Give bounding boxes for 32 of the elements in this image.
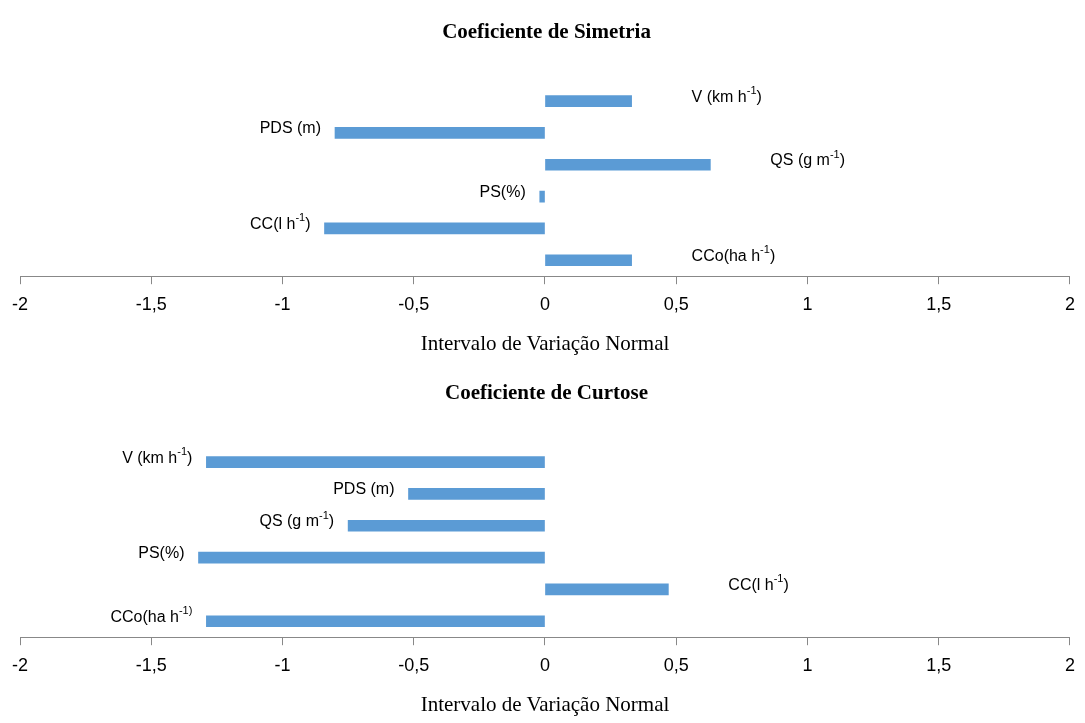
category-label: PS(%) xyxy=(138,544,185,562)
x-tick-label: 0,5 xyxy=(663,654,689,675)
x-tick-label: 2 xyxy=(1064,654,1075,675)
x-tick-label: -2 xyxy=(11,654,29,675)
bar xyxy=(334,127,545,139)
x-tick-label: 2 xyxy=(1064,293,1075,314)
bar xyxy=(545,254,632,267)
category-label: PDS (m) xyxy=(259,119,321,137)
x-axis-title: Intervalo de Variação Normal xyxy=(420,691,670,716)
x-tick-label: 1,5 xyxy=(926,293,952,314)
category-label: PDS (m) xyxy=(333,480,395,498)
x-tick-label: 1 xyxy=(802,654,813,675)
category-label: PS(%) xyxy=(479,183,526,201)
x-tick-label: -1 xyxy=(274,293,291,314)
x-tick-label: -1 xyxy=(274,654,291,675)
x-axis-title: Intervalo de Variação Normal xyxy=(420,330,670,355)
x-tick-label: 1 xyxy=(802,293,813,314)
x-tick-label: -0,5 xyxy=(398,293,430,314)
x-tick-label: 0,5 xyxy=(663,293,689,314)
bar xyxy=(545,158,711,171)
x-tick-label: -1,5 xyxy=(135,654,167,675)
x-tick-label: -1,5 xyxy=(135,293,167,314)
bar xyxy=(324,222,545,235)
chart-title: Coeficiente de Simetria xyxy=(442,19,652,44)
chart-title: Coeficiente de Curtose xyxy=(445,380,648,405)
x-tick-label: -0,5 xyxy=(398,654,430,675)
bar xyxy=(539,190,545,203)
x-tick-label: -2 xyxy=(11,293,29,314)
x-tick-label: 0 xyxy=(539,654,551,675)
bar xyxy=(545,95,632,107)
x-tick-label: 1,5 xyxy=(926,654,952,675)
x-tick-label: 0 xyxy=(539,293,551,314)
